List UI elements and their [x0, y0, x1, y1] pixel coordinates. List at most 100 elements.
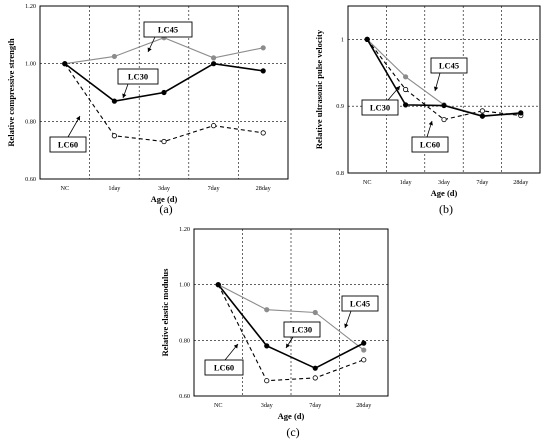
- series-label-lc30: LC30: [292, 325, 312, 335]
- callout-arrowhead: [344, 323, 349, 328]
- figure-caption: (a): [159, 202, 172, 216]
- data-point-lc30: [211, 61, 217, 67]
- data-point-lc45: [361, 347, 367, 353]
- series-label-lc30: LC30: [370, 103, 390, 113]
- callout-arrowhead: [233, 344, 238, 349]
- x-tick-label: 1day: [400, 179, 413, 186]
- y-axis-title: Relative elastic modulus: [160, 268, 170, 357]
- data-point-lc60: [361, 357, 367, 363]
- callout-arrowhead: [122, 93, 127, 98]
- data-point-lc30: [402, 102, 409, 108]
- x-tick-label: 1day: [108, 185, 121, 192]
- x-tick-label: 7day: [476, 179, 489, 186]
- data-point-lc30: [161, 89, 167, 96]
- x-axis-title: Age (d): [278, 411, 305, 421]
- callout-arrowhead: [76, 116, 80, 121]
- series-label-lc60: LC60: [214, 363, 234, 373]
- x-tick-label: NC: [60, 185, 69, 192]
- y-tick-label: 0.9: [336, 103, 344, 110]
- data-point-lc45: [260, 45, 266, 51]
- series-line-lc60: [366, 39, 521, 121]
- data-point-lc30: [312, 365, 318, 371]
- data-point-lc60: [402, 86, 409, 93]
- chart-c: 0.60 0.80 1.00 1.20 NC 3day 7day 28day Age (d) Re…: [160, 226, 389, 439]
- callout-arrowhead: [433, 86, 439, 91]
- series-label-lc45: LC45: [158, 25, 178, 35]
- callout-arrow: [67, 115, 81, 138]
- x-tick-label: 3day: [261, 402, 274, 409]
- y-tick-label: 1.20: [25, 3, 36, 10]
- x-tick-label: NC: [363, 179, 372, 186]
- data-point-lc30: [518, 110, 524, 116]
- data-point-lc60: [260, 130, 266, 136]
- data-point-lc30: [264, 343, 270, 349]
- callout-box: [204, 359, 244, 376]
- data-point-lc45: [211, 55, 217, 61]
- y-tick-label: 1: [341, 36, 344, 43]
- series-label-lc60: LC60: [58, 140, 78, 150]
- chart-b: 0.8 0.9 1 NC 1day 3day 7day 28day Age (d) Relativ…: [314, 5, 541, 216]
- callout-box: [49, 136, 87, 153]
- x-tick-label: 7day: [208, 185, 221, 192]
- callout-box: [143, 21, 193, 38]
- series-label-lc60: LC60: [420, 140, 440, 150]
- x-tick-label: 28day: [513, 179, 529, 186]
- series-label-lc45: LC45: [439, 61, 459, 71]
- y-tick-label: 0.80: [25, 118, 36, 125]
- y-tick-label: 1.00: [25, 61, 36, 68]
- data-point-lc60: [264, 378, 270, 384]
- series-line-lc60: [217, 284, 364, 382]
- callout-arrowhead: [428, 121, 433, 126]
- callout-box: [361, 99, 399, 116]
- callout-box: [411, 136, 449, 153]
- callout-arrowhead: [395, 86, 400, 91]
- series-label-lc30: LC30: [128, 72, 148, 82]
- data-point-lc30: [479, 113, 485, 119]
- x-axis-title: Age (d): [431, 188, 458, 198]
- data-point-lc45: [402, 74, 409, 80]
- chart-a: 0.60 0.80 1.00 1.20 NC 1day 3day 7day 28day Age (…: [6, 3, 289, 216]
- data-point-lc30: [260, 68, 266, 74]
- x-tick-label: 28day: [256, 185, 272, 192]
- callout-box: [283, 321, 321, 338]
- y-axis-title: Relative ultrasonic pulse velocity: [314, 29, 324, 149]
- figure-caption: (b): [439, 202, 453, 216]
- data-point-lc45: [111, 53, 118, 60]
- y-tick-label: 0.60: [179, 393, 190, 400]
- callout-box: [117, 68, 159, 85]
- x-tick-label: 3day: [158, 185, 171, 192]
- data-point-lc60: [111, 133, 118, 139]
- y-tick-label: 1.00: [179, 282, 190, 289]
- y-tick-label: 0.80: [179, 337, 190, 344]
- y-tick-label: 1.20: [179, 226, 190, 233]
- data-point-lc30: [361, 340, 367, 346]
- callout-arrowhead: [286, 343, 291, 348]
- data-point-lc30: [441, 102, 447, 109]
- data-point-lc30: [111, 98, 118, 104]
- figure-caption: (c): [286, 425, 299, 439]
- data-point-lc45: [312, 309, 318, 316]
- data-point-lc30: [62, 61, 68, 67]
- y-tick-label: 0.8: [336, 170, 344, 177]
- callout-arrowhead: [147, 47, 152, 52]
- x-tick-label: NC: [214, 402, 223, 409]
- data-point-lc60: [312, 375, 318, 381]
- data-point-lc30: [215, 282, 221, 288]
- x-axis-title: Age (d): [151, 194, 178, 204]
- x-tick-label: 3day: [438, 179, 451, 186]
- data-point-lc30: [364, 36, 370, 43]
- y-axis-title: Relative compressive strength: [6, 38, 16, 147]
- series-line-lc60: [64, 63, 264, 143]
- series-line-lc45: [217, 284, 365, 351]
- data-point-lc60: [441, 116, 447, 123]
- callout-box: [341, 295, 379, 312]
- series-line-lc30: [217, 284, 365, 370]
- x-tick-label: 28day: [356, 402, 372, 409]
- x-tick-label: 7day: [309, 402, 322, 409]
- data-point-lc45: [264, 307, 270, 313]
- series-label-lc45: LC45: [350, 299, 370, 309]
- data-point-lc60: [479, 108, 485, 114]
- y-tick-label: 0.60: [25, 176, 36, 183]
- data-point-lc60: [211, 123, 217, 129]
